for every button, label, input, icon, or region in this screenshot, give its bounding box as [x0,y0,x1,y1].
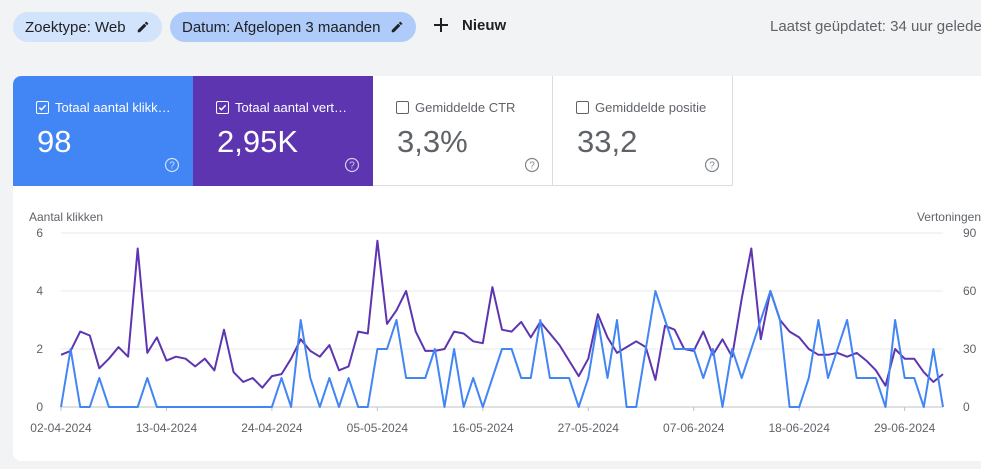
svg-text:?: ? [349,161,355,172]
metric-card-total-clicks[interactable]: Totaal aantal klikk… 98 ? [13,76,193,186]
x-tick-label: 29-06-2024 [874,421,936,435]
left-y-tick-label: 6 [36,226,43,240]
help-icon[interactable]: ? [164,157,180,178]
x-tick-label: 24-04-2024 [241,421,303,435]
metric-card-average-position[interactable]: Gemiddelde positie 33,2 ? [553,76,733,186]
metric-label: Gemiddelde positie [595,100,707,115]
metric-card-total-impressions[interactable]: Totaal aantal vert… 2,95K ? [193,76,373,186]
plus-icon [432,16,450,34]
right-y-tick-label: 90 [963,226,977,240]
last-updated-text: Laatst geüpdatet: 34 uur geleden [770,18,981,35]
search-type-filter-label: Zoektype: Web [25,18,126,36]
checkbox-checked-icon[interactable] [216,101,229,114]
clicks-series-line [60,290,944,408]
chart-series [60,239,944,408]
metric-card-average-ctr[interactable]: Gemiddelde CTR 3,3% ? [373,76,553,186]
performance-card: Totaal aantal klikk… 98 ? Totaal aantal … [13,76,981,461]
x-tick-label: 02-04-2024 [30,421,92,435]
x-tick-label: 16-05-2024 [452,421,514,435]
metric-value: 33,2 [577,124,638,159]
help-icon[interactable]: ? [344,157,360,178]
metric-value: 2,95K [217,124,299,159]
chart-x-ticks: 02-04-2024 13-04-2024 24-04-2024 05-05-2024… [30,407,936,435]
edit-pencil-icon[interactable] [136,20,150,34]
date-filter-label: Datum: Afgelopen 3 maanden [182,18,381,36]
help-icon[interactable]: ? [524,157,540,178]
svg-text:?: ? [529,161,535,172]
right-y-tick-label: 60 [963,284,977,298]
x-tick-label: 07-06-2024 [663,421,725,435]
checkbox-unchecked-icon[interactable] [396,101,409,114]
x-tick-label: 13-04-2024 [136,421,198,435]
svg-text:?: ? [709,161,715,172]
search-type-filter-chip[interactable]: Zoektype: Web [13,12,162,42]
date-filter-chip[interactable]: Datum: Afgelopen 3 maanden [170,12,417,42]
right-axis-title: Vertoningen [917,210,981,224]
right-y-tick-label: 30 [963,342,977,356]
metric-label: Gemiddelde CTR [415,100,516,115]
new-filter-label: Nieuw [462,16,507,34]
help-icon[interactable]: ? [704,157,720,178]
left-y-tick-label: 4 [36,284,43,298]
right-y-tick-label: 0 [963,400,970,414]
metric-value: 3,3% [397,124,468,159]
metric-value: 98 [37,124,72,159]
edit-pencil-icon[interactable] [390,20,404,34]
left-axis-title: Aantal klikken [29,210,103,224]
chart-gridlines [61,232,943,408]
metric-label: Totaal aantal klikk… [55,100,171,115]
checkbox-checked-icon[interactable] [36,101,49,114]
checkbox-unchecked-icon[interactable] [576,101,589,114]
x-tick-label: 05-05-2024 [347,421,409,435]
impressions-series-line [60,239,944,389]
x-tick-label: 18-06-2024 [769,421,831,435]
left-y-tick-label: 2 [36,342,43,356]
left-y-tick-label: 0 [36,400,43,414]
metric-label: Totaal aantal vert… [235,100,348,115]
new-filter-button[interactable]: Nieuw [432,16,506,34]
svg-text:?: ? [169,161,175,172]
x-tick-label: 27-05-2024 [558,421,620,435]
